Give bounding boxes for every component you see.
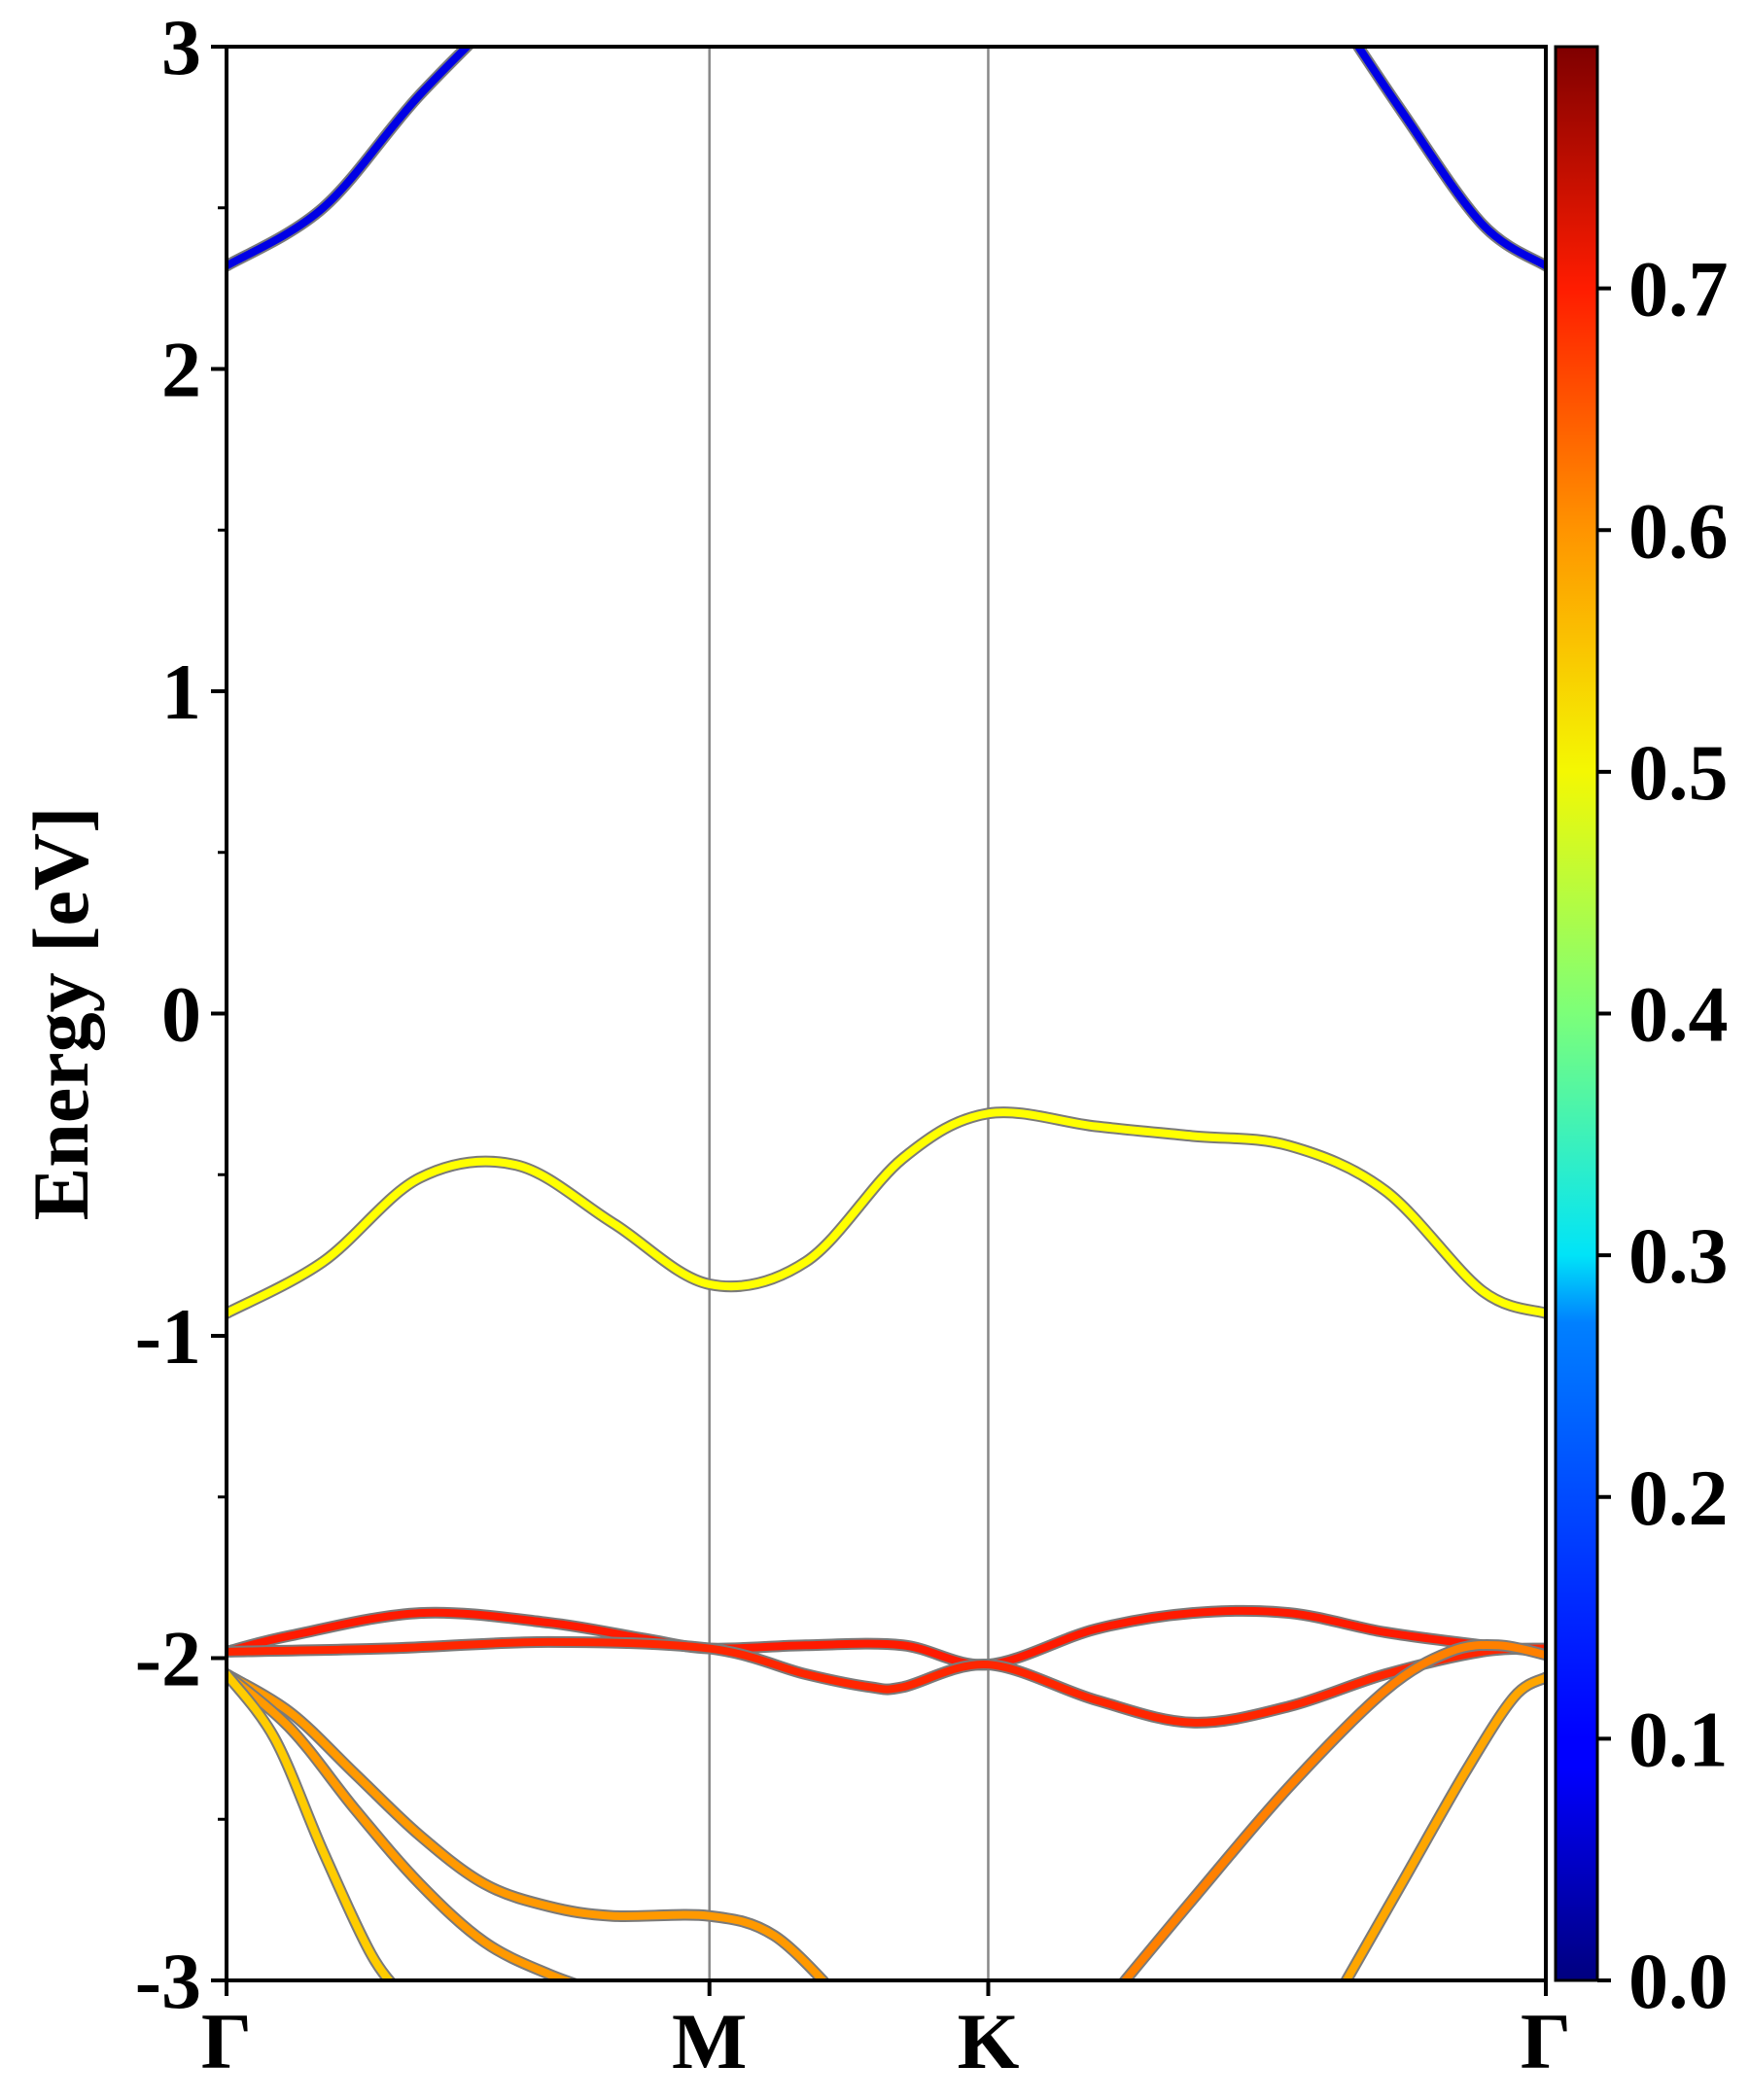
y-tick-label: 0	[161, 970, 201, 1059]
y-tick-label: 3	[161, 3, 201, 91]
band-5	[227, 1635, 1546, 1729]
colorbar-ticks: 0.0 0.1 0.2 0.3 0.4 0.5 0.6 0.7	[1597, 245, 1729, 2025]
colorbar-tick-label: 0.3	[1628, 1211, 1729, 1300]
band-6	[227, 1668, 831, 1980]
y-axis-title: Energy [eV]	[17, 807, 105, 1221]
y-axis: 3 2 1 0 -1 -2 -3	[135, 3, 227, 2025]
high-symmetry-lines	[708, 47, 990, 1980]
plot-area	[225, 45, 1548, 1982]
band-8	[227, 1668, 398, 1980]
colorbar-tick-label: 0.0	[1628, 1937, 1729, 2025]
y-tick-label: -1	[135, 1292, 201, 1381]
x-tick-label: M	[672, 1997, 747, 2085]
y-tick-label: 1	[161, 648, 201, 736]
plot-background	[227, 47, 1546, 1980]
band-7	[227, 1668, 583, 1980]
band-2	[1351, 47, 1546, 272]
colorbar-tick-label: 0.1	[1628, 1695, 1729, 1783]
band-1	[227, 47, 475, 272]
colorbar-gradient	[1554, 45, 1599, 1982]
colorbar-tick-label: 0.4	[1628, 970, 1729, 1059]
colorbar-tick-label: 0.5	[1628, 728, 1729, 817]
band-3	[227, 1106, 1546, 1319]
x-tick-label: Γ	[1521, 1997, 1571, 2085]
band-4	[227, 1604, 1546, 1671]
y-tick-label: 2	[161, 326, 201, 414]
colorbar-tick-label: 0.7	[1628, 245, 1729, 333]
x-tick-label: K	[958, 1997, 1020, 2085]
y-tick-label: -2	[135, 1615, 201, 1703]
band-10	[1339, 1671, 1546, 1980]
band-9	[1117, 1638, 1546, 1980]
colorbar-tick-label: 0.2	[1628, 1453, 1729, 1542]
bands	[227, 47, 1546, 1980]
colorbar-tick-label: 0.6	[1628, 486, 1729, 575]
y-tick-label: -3	[135, 1937, 201, 2025]
x-tick-label: Γ	[201, 1997, 252, 2085]
colorbar: 0.0 0.1 0.2 0.3 0.4 0.5 0.6 0.7	[1554, 45, 1729, 2025]
